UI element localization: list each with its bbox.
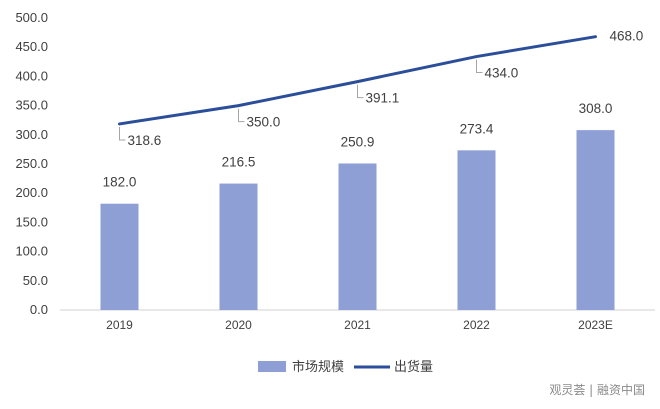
bar-data-label: 273.4 [460,121,494,136]
bar-data-label: 308.0 [579,101,613,116]
line-label-leader [238,108,245,123]
bar-data-label: 250.9 [341,134,375,149]
y-tick-label: 400.0 [15,68,48,83]
x-tick-label: 2023E [578,318,613,332]
x-axis-ticks: 2019 2020 2021 2022 2023E [106,318,613,332]
y-tick-label: 300.0 [15,127,48,142]
bar-data-label: 216.5 [222,155,256,170]
line-data-label: 350.0 [247,115,281,130]
line-data-label: 318.6 [128,133,162,148]
line-label-leader [357,84,364,99]
x-tick-label: 2021 [344,318,371,332]
legend-bar-label: 市场规模 [292,359,344,375]
y-tick-label: 500.0 [15,10,48,25]
bar [457,150,496,310]
bar-series [100,130,615,310]
y-tick-label: 350.0 [15,98,48,113]
line-path [118,35,597,126]
line-series [118,35,597,126]
y-tick-label: 100.0 [15,244,48,259]
legend-bar-swatch [258,361,286,372]
line-label-leader [119,126,126,141]
legend-line-label: 出货量 [394,359,433,375]
bar [338,163,377,310]
bar [100,203,139,310]
y-tick-label: 150.0 [15,214,48,229]
y-tick-label: 0.0 [30,302,48,317]
bar-data-labels: 182.0 216.5 250.9 273.4 308.0 [103,101,613,190]
line-data-label: 434.0 [485,66,519,81]
y-axis-ticks: 0.0 50.0 100.0 150.0 200.0 250.0 300.0 350.0 400… [15,10,48,317]
line-label-leader [476,59,483,74]
y-tick-label: 200.0 [15,185,48,200]
bar-data-label: 182.0 [103,175,137,190]
x-tick-label: 2020 [225,318,252,332]
bar [576,130,615,310]
x-tick-label: 2022 [463,318,490,332]
watermark: 观灵荟 | 融资中国 [549,382,645,397]
legend: 市场规模 出货量 [258,359,433,375]
line-data-labels: 318.6 350.0 391.1 434.0 468.0 [119,29,644,148]
bar [219,183,258,310]
line-data-label: 468.0 [610,29,644,44]
x-tick-label: 2019 [106,318,133,332]
line-data-label: 391.1 [366,91,400,106]
y-tick-label: 50.0 [23,273,48,288]
y-tick-label: 250.0 [15,156,48,171]
y-tick-label: 450.0 [15,39,48,54]
